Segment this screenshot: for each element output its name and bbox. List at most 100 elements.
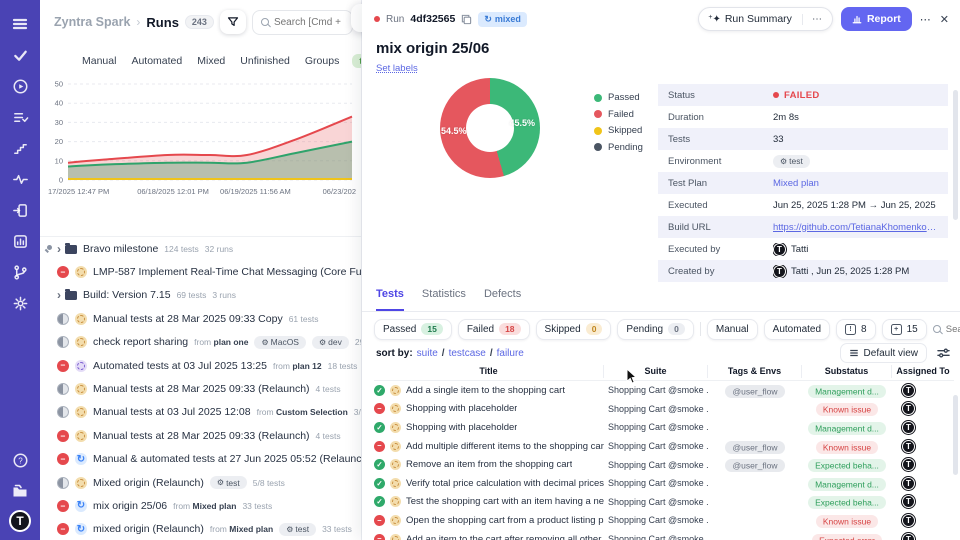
test-title: Test the shopping cart with an item havi… — [406, 496, 604, 508]
column-settings-icon[interactable] — [937, 347, 950, 359]
assignee-avatar[interactable]: T — [902, 402, 915, 416]
run-list-item[interactable]: − ↻ mix origin 25/06 from Mixed plan 33 test… — [40, 494, 361, 517]
user-avatar[interactable]: T — [9, 510, 31, 532]
note-alert-icon-chip[interactable]: ! 8 — [836, 318, 876, 340]
branch-icon[interactable] — [8, 260, 32, 284]
column-header-title[interactable]: Title — [374, 364, 604, 378]
tests-search-input[interactable] — [945, 323, 960, 335]
filter-chip-passed[interactable]: Passed 15 — [374, 318, 452, 340]
panel-scrollbar[interactable] — [953, 90, 958, 220]
left-tab-unfinished[interactable]: Unfinished — [240, 55, 290, 67]
run-summary-button[interactable]: +✦ Run Summary ⋯ — [698, 7, 833, 31]
filter-chip-manual[interactable]: Manual — [706, 318, 758, 340]
assignee-avatar[interactable]: T — [902, 532, 915, 540]
left-tab-groups[interactable]: Groups — [304, 55, 340, 67]
column-header-substatus[interactable]: Substatus — [802, 364, 892, 378]
assignee-avatar[interactable]: T — [902, 458, 915, 472]
chevron-right-icon[interactable]: › — [57, 288, 61, 303]
assignee-avatar[interactable]: T — [902, 439, 915, 453]
run-list-item[interactable]: − LMP-587 Implement Real-Time Chat Messag… — [40, 260, 361, 283]
assignee-avatar[interactable]: T — [902, 476, 915, 490]
tab-tests[interactable]: Tests — [376, 288, 404, 311]
run-list-item[interactable]: − ↻ Manual & automated tests at 27 Jun 202… — [40, 448, 361, 471]
table-scrollbar[interactable] — [953, 395, 958, 475]
filter-chip-pending[interactable]: Pending 0 — [617, 318, 694, 340]
filter-chip-skipped[interactable]: Skipped 0 — [535, 318, 612, 340]
tests-search-box[interactable] — [932, 323, 960, 335]
run-list-item[interactable]: check report sharing from plan one ⚙ MacOS ⚙… — [40, 331, 361, 354]
activity-icon[interactable] — [8, 167, 32, 191]
report-button[interactable]: Report — [840, 7, 912, 31]
test-row[interactable]: ✓ Shopping with placeholder Shopping Cart … — [374, 418, 954, 437]
test-row[interactable]: − Open the shopping cart from a product l… — [374, 511, 954, 530]
left-tab-automated[interactable]: Automated — [131, 55, 183, 67]
steps-icon[interactable] — [8, 136, 32, 160]
filter-chip-failed[interactable]: Failed 18 — [457, 318, 530, 340]
more-menu-button[interactable]: ⋯ — [919, 13, 932, 26]
info-value: 33 — [773, 133, 784, 145]
test-row[interactable]: − Add an item to the cart after removing … — [374, 530, 954, 540]
test-row[interactable]: ✓ Verify total price calculation with dec… — [374, 474, 954, 493]
run-list-item[interactable]: − Automated tests at 03 Jul 2025 13:25 fro… — [40, 354, 361, 377]
play-circle-icon[interactable] — [8, 74, 32, 98]
filter-funnel-button[interactable] — [219, 10, 246, 34]
breadcrumb-page[interactable]: Runs — [146, 14, 179, 30]
test-plan-link[interactable]: Mixed plan — [773, 177, 819, 189]
runs-search-input[interactable] — [273, 16, 344, 28]
test-row[interactable]: ✓ Add a single item to the shopping cart S… — [374, 381, 954, 400]
run-detail-actions: +✦ Run Summary ⋯ Report ⋯ ✕ — [698, 7, 950, 31]
analytics-icon[interactable] — [8, 229, 32, 253]
breadcrumb-project[interactable]: Zyntra Spark — [54, 15, 131, 29]
runs-search-box[interactable] — [251, 9, 353, 35]
sort-by-suite[interactable]: suite — [416, 347, 438, 359]
left-tab-manual[interactable]: Manual — [82, 55, 117, 67]
runs-view-icon[interactable] — [56, 54, 69, 68]
column-header-tags-envs[interactable]: Tags & Envs — [708, 364, 802, 378]
check-icon[interactable] — [8, 43, 32, 67]
user-name: Tatti , Jun 25, 2025 1:28 PM — [791, 265, 910, 277]
test-row[interactable]: − Add multiple different items to the sho… — [374, 437, 954, 456]
import-icon[interactable] — [8, 198, 32, 222]
run-group-row[interactable]: › Bravo milestone 124 tests 32 runs — [40, 237, 361, 260]
column-header-suite[interactable]: Suite — [604, 364, 708, 378]
run-list-item[interactable]: Mixed origin (Relaunch) ⚙ test 5/8 tests — [40, 471, 361, 494]
assignee-avatar[interactable]: T — [902, 495, 915, 509]
left-tab-mixed[interactable]: Mixed — [197, 55, 226, 67]
menu-icon[interactable] — [8, 12, 32, 36]
tab-defects[interactable]: Defects — [483, 288, 522, 300]
sort-by-failure[interactable]: failure — [496, 347, 524, 359]
assignee-avatar[interactable]: T — [902, 513, 915, 527]
run-list-item[interactable]: Manual tests at 28 Mar 2025 09:33 (Relau… — [40, 377, 361, 400]
run-list-item[interactable]: − ↻ mixed origin (Relaunch) from Mixed plan… — [40, 518, 361, 540]
info-value[interactable]: https://github.com/TetianaKhomenko/Load-… — [773, 222, 938, 233]
filter-chip-automated[interactable]: Automated — [763, 318, 831, 340]
chevron-right-icon[interactable]: › — [57, 241, 61, 256]
settings-gear-icon[interactable] — [8, 291, 32, 315]
run-group-row[interactable]: › Build: Version 7.15 69 tests 3 runs — [40, 284, 361, 307]
note-plus-icon-chip[interactable]: +15 — [881, 318, 927, 340]
build-url-link[interactable]: https://github.com/TetianaKhomenko/Load-… — [773, 221, 938, 233]
info-value[interactable]: Mixed plan — [773, 178, 819, 189]
run-list-item[interactable]: Manual tests at 28 Mar 2025 09:33 Copy 61… — [40, 307, 361, 330]
assignee-avatar[interactable]: T — [902, 383, 915, 397]
mixed-run-icon: ↻ — [75, 523, 87, 536]
tab-statistics[interactable]: Statistics — [421, 288, 466, 300]
help-icon[interactable]: ? — [8, 448, 32, 472]
test-list-icon[interactable] — [8, 105, 32, 129]
donut-passed-label: 45.5% — [509, 118, 535, 128]
run-summary-more-button[interactable]: ⋯ — [801, 13, 832, 25]
default-view-select[interactable]: Default view — [839, 343, 927, 363]
run-list-item[interactable]: − Manual tests at 28 Mar 2025 09:33 (Rela… — [40, 424, 361, 447]
close-detail-button[interactable]: ✕ — [939, 13, 950, 26]
test-row[interactable]: − Shopping with placeholder Shopping Cart … — [374, 400, 954, 419]
copy-icon[interactable] — [461, 14, 472, 25]
assignee-avatar[interactable]: T — [902, 420, 915, 434]
run-list-item[interactable]: Manual tests at 03 Jul 2025 12:08 from Cu… — [40, 401, 361, 424]
column-header-assigned-to[interactable]: Assigned To — [896, 365, 950, 376]
set-labels-link[interactable]: Set labels — [376, 63, 418, 74]
sort-by-testcase[interactable]: testcase — [448, 347, 486, 359]
test-row[interactable]: ✓ Test the shopping cart with an item hav… — [374, 493, 954, 512]
projects-folder-icon[interactable] — [8, 479, 32, 503]
test-row[interactable]: ✓ Remove an item from the shopping cart Sh… — [374, 455, 954, 474]
app-sidebar: ? T — [0, 0, 40, 540]
